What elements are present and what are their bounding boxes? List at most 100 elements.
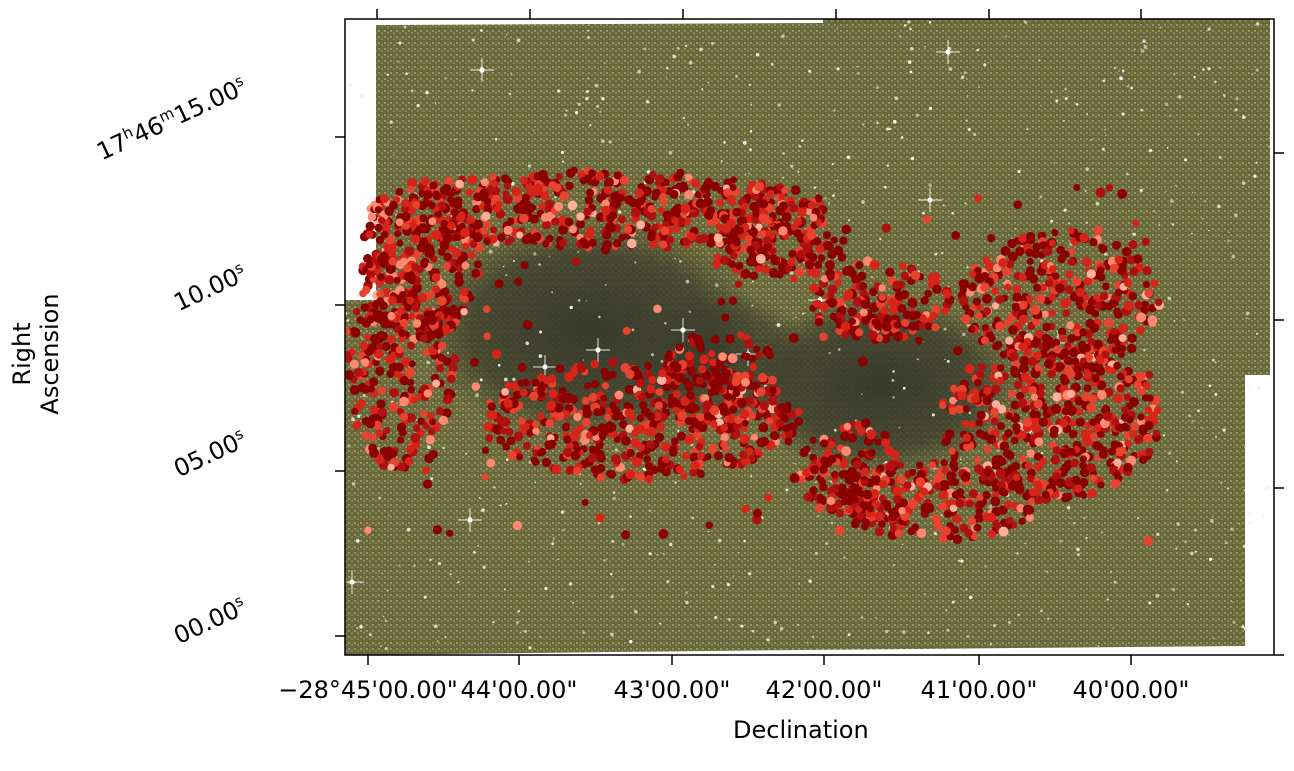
source-marker	[420, 176, 430, 187]
source-marker	[538, 202, 546, 210]
source-marker	[386, 334, 396, 344]
source-marker	[914, 336, 923, 345]
star	[410, 89, 414, 93]
star	[1212, 403, 1214, 405]
star	[773, 620, 777, 625]
source-marker	[855, 328, 864, 337]
source-marker	[483, 422, 493, 432]
star	[674, 481, 677, 485]
source-marker	[621, 530, 631, 540]
source-marker	[992, 263, 1002, 273]
source-marker	[1113, 470, 1121, 479]
source-marker	[581, 240, 591, 249]
source-marker	[1042, 340, 1053, 351]
source-marker	[732, 238, 741, 247]
source-marker	[826, 502, 836, 513]
source-marker	[998, 258, 1008, 268]
source-marker	[999, 441, 1010, 451]
source-marker	[794, 407, 803, 417]
source-marker	[720, 423, 729, 432]
star	[1261, 78, 1264, 80]
source-marker	[424, 244, 435, 254]
star	[1219, 67, 1222, 69]
source-marker	[486, 185, 494, 194]
source-marker	[460, 227, 470, 238]
source-marker	[823, 240, 833, 251]
star	[815, 481, 817, 483]
source-marker	[1067, 389, 1076, 398]
source-marker	[604, 413, 612, 422]
source-marker	[857, 271, 867, 281]
source-marker	[1035, 329, 1044, 339]
source-marker	[899, 290, 909, 300]
source-marker	[964, 364, 975, 374]
source-marker	[749, 227, 759, 236]
source-marker	[743, 352, 752, 361]
star	[860, 393, 863, 395]
star	[1039, 105, 1042, 107]
source-marker	[1059, 448, 1070, 459]
source-marker	[893, 331, 904, 342]
source-marker	[815, 244, 825, 254]
star	[827, 201, 831, 205]
source-marker	[385, 235, 395, 245]
source-marker	[684, 190, 694, 200]
star	[634, 261, 637, 264]
source-marker	[971, 394, 980, 404]
source-marker	[673, 390, 681, 399]
star	[349, 30, 351, 32]
source-marker	[960, 472, 971, 482]
source-marker	[590, 465, 599, 474]
source-marker	[878, 480, 888, 489]
star	[928, 21, 932, 24]
source-marker	[425, 435, 435, 445]
star	[1106, 598, 1109, 601]
source-marker	[759, 400, 769, 411]
source-marker	[1064, 341, 1072, 349]
star	[801, 139, 804, 142]
source-marker	[351, 407, 359, 415]
source-marker	[585, 431, 594, 440]
star	[1101, 147, 1105, 151]
source-marker	[637, 443, 646, 452]
star	[488, 249, 493, 254]
star	[523, 629, 527, 633]
star	[1197, 409, 1200, 413]
star	[1159, 26, 1162, 29]
source-marker	[1044, 279, 1054, 288]
star	[814, 551, 818, 555]
source-marker	[634, 188, 644, 198]
source-marker	[531, 378, 540, 387]
source-marker	[1154, 298, 1163, 307]
star	[968, 411, 972, 415]
source-marker	[486, 410, 495, 419]
source-marker	[605, 221, 615, 231]
star	[1242, 544, 1247, 549]
source-marker	[671, 217, 679, 225]
star	[997, 449, 1000, 452]
source-marker	[881, 223, 891, 233]
source-marker	[529, 214, 539, 224]
source-marker	[841, 446, 852, 456]
source-marker	[682, 217, 692, 226]
star	[1245, 317, 1248, 319]
source-marker	[1003, 318, 1012, 327]
source-marker	[1096, 266, 1105, 275]
star	[604, 62, 606, 64]
source-marker	[1117, 350, 1125, 359]
star	[1268, 137, 1271, 139]
source-marker	[467, 251, 476, 260]
star	[347, 160, 351, 163]
source-marker	[799, 447, 809, 458]
star	[348, 82, 352, 87]
star	[1143, 45, 1148, 49]
source-marker	[987, 234, 996, 243]
source-marker	[909, 468, 917, 476]
star	[1158, 224, 1161, 226]
star	[560, 510, 565, 514]
star	[505, 274, 508, 277]
source-marker	[998, 526, 1009, 537]
source-marker	[602, 230, 612, 240]
source-marker	[973, 523, 982, 532]
source-marker	[1104, 318, 1114, 328]
